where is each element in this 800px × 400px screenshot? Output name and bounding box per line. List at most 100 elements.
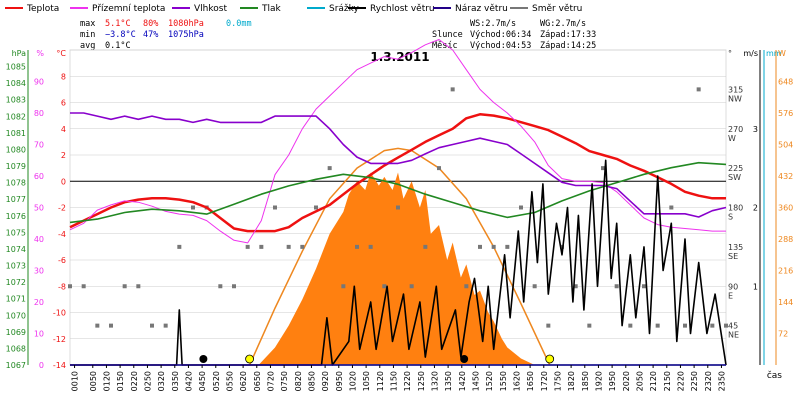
axis-solar-tick: 576 xyxy=(778,109,793,118)
axis-direction-dir-label: S xyxy=(728,213,733,222)
stats-max-press: 1080hPa xyxy=(168,19,204,29)
stats-block: max 5.1°C 80% 1080hPa 0.0mm min −3.8°C 4… xyxy=(80,19,252,51)
axis-celsius-tick: -8 xyxy=(58,282,66,291)
stats-max-hum: 80% xyxy=(143,19,158,29)
x-tick-label: 0520 xyxy=(212,371,221,391)
series-lines xyxy=(69,39,727,366)
x-tick-label: 0120 xyxy=(102,371,111,391)
stats-avg-label: avg xyxy=(80,41,95,51)
wind-direction-point xyxy=(655,323,660,328)
wind-direction-point xyxy=(368,244,373,249)
axis-percent-tick: 50 xyxy=(34,204,44,213)
x-tick-label: 2220 xyxy=(676,371,685,391)
axis-solar-tick: 72 xyxy=(778,330,788,339)
axis-hpa-tick: 1067 xyxy=(6,361,26,370)
axis-hpa-tick: 1076 xyxy=(6,212,26,221)
x-tick-label: 0450 xyxy=(198,371,207,391)
wind-direction-point xyxy=(191,205,195,210)
axis-celsius-unit: °C xyxy=(56,49,66,58)
x-tick-label: 1620 xyxy=(512,371,521,391)
x-tick-label: 0650 xyxy=(253,371,262,391)
x-tick-label: 1220 xyxy=(403,371,412,391)
wind-direction-point xyxy=(710,323,715,328)
wind-direction-point xyxy=(696,87,701,92)
wind-direction-point xyxy=(163,323,168,328)
wind-direction-point xyxy=(68,284,72,289)
axis-hpa-tick: 1069 xyxy=(6,328,26,337)
axis-wind-unit: m/s xyxy=(743,49,758,58)
info-mesic-label: Měsíc xyxy=(432,41,458,51)
wind-direction-point xyxy=(95,323,100,328)
axis-percent-tick: 60 xyxy=(34,172,44,181)
axis-solar-tick: 504 xyxy=(778,141,793,150)
wind-direction-point xyxy=(437,166,441,171)
x-tick-label: 0550 xyxy=(225,371,234,391)
wind-direction-point xyxy=(396,205,400,210)
legend-label-naraz_vetru: Náraz větru xyxy=(455,4,508,14)
axis-hpa-tick: 1070 xyxy=(6,311,26,320)
stats-max-temp: 5.1°C xyxy=(105,19,131,29)
axis-celsius-tick: 0 xyxy=(61,177,66,186)
wind-direction-point xyxy=(122,284,127,289)
sunset-marker xyxy=(545,354,555,364)
axis-percent-tick: 80 xyxy=(34,109,44,118)
axis-celsius-tick: 2 xyxy=(61,151,66,160)
axis-direction-tick: 180 xyxy=(728,204,743,213)
x-tick-label: 1420 xyxy=(458,371,467,391)
axis-celsius-tick: -10 xyxy=(53,309,66,318)
x-tick-label: 0720 xyxy=(266,371,275,391)
axis-direction-tick: 270 xyxy=(728,125,743,134)
legend-label-smer_vetru: Směr větru xyxy=(532,4,582,14)
axes: hPa1085108410831082108110801079107810771… xyxy=(6,49,794,370)
x-tick-label: 2120 xyxy=(649,371,658,391)
wind-direction-point xyxy=(259,244,264,249)
wind-direction-point xyxy=(218,284,223,289)
wind-direction-point xyxy=(546,323,551,328)
x-axis-label: čas xyxy=(767,370,782,381)
sunrise-marker xyxy=(245,354,254,364)
x-tick-label: 1150 xyxy=(389,371,398,391)
wind-direction-point xyxy=(614,284,619,289)
wind-direction-point xyxy=(81,284,86,289)
axis-hpa-tick: 1072 xyxy=(6,278,26,287)
x-tick-label: 2150 xyxy=(663,371,672,391)
axis-direction-tick: 225 xyxy=(728,164,743,173)
wind-direction-point xyxy=(109,323,113,328)
axis-direction-dir-label: W xyxy=(728,134,736,143)
stats-min-press: 1075hPa xyxy=(168,30,204,40)
legend-label-tlak: Tlak xyxy=(261,4,282,14)
x-tick-label: 0010 xyxy=(71,371,80,391)
x-tick-label: 1320 xyxy=(430,371,439,391)
wind-direction-point xyxy=(382,284,387,289)
moonset-marker xyxy=(460,355,469,363)
x-tick-label: 1250 xyxy=(417,371,426,391)
chart-title: 1.3.2011 xyxy=(370,50,429,64)
axis-solar-tick: 648 xyxy=(778,78,793,87)
axis-percent-tick: 70 xyxy=(34,141,44,150)
axis-hpa-tick: 1081 xyxy=(6,129,26,138)
x-tick-label: 1720 xyxy=(540,371,549,391)
wind-direction-point xyxy=(669,205,674,210)
x-tick-label: 2350 xyxy=(717,371,726,391)
axis-hpa-tick: 1071 xyxy=(6,295,26,304)
x-tick-label: 0220 xyxy=(130,371,139,391)
axis-percent-tick: 40 xyxy=(34,235,44,244)
x-tick-label: 1350 xyxy=(444,371,453,391)
axis-wind-tick: 1 xyxy=(753,282,758,291)
axis-solar-tick: 216 xyxy=(778,267,793,276)
x-tick-label: 2050 xyxy=(635,371,644,391)
axis-direction-tick: 45 xyxy=(728,322,738,331)
wind-direction-point xyxy=(724,323,728,328)
wind-direction-point xyxy=(327,166,332,171)
axis-solar-tick: 144 xyxy=(778,298,793,307)
wind-direction-point xyxy=(232,284,236,289)
x-tick-label: 1850 xyxy=(581,371,590,391)
moonrise-marker xyxy=(199,355,208,363)
legend-label-vlhkost: Vlhkost xyxy=(194,4,227,14)
legend: Teplota Přízemní teplota Vlhkost Tlak Srážky… xyxy=(5,4,582,14)
axis-direction-dir-label: NW xyxy=(728,94,742,103)
x-tick-label: 2320 xyxy=(704,371,713,391)
axis-direction-tick: 135 xyxy=(728,243,743,252)
series-line-prizemni_teplota xyxy=(69,39,726,244)
x-tick-label: 1550 xyxy=(499,371,508,391)
